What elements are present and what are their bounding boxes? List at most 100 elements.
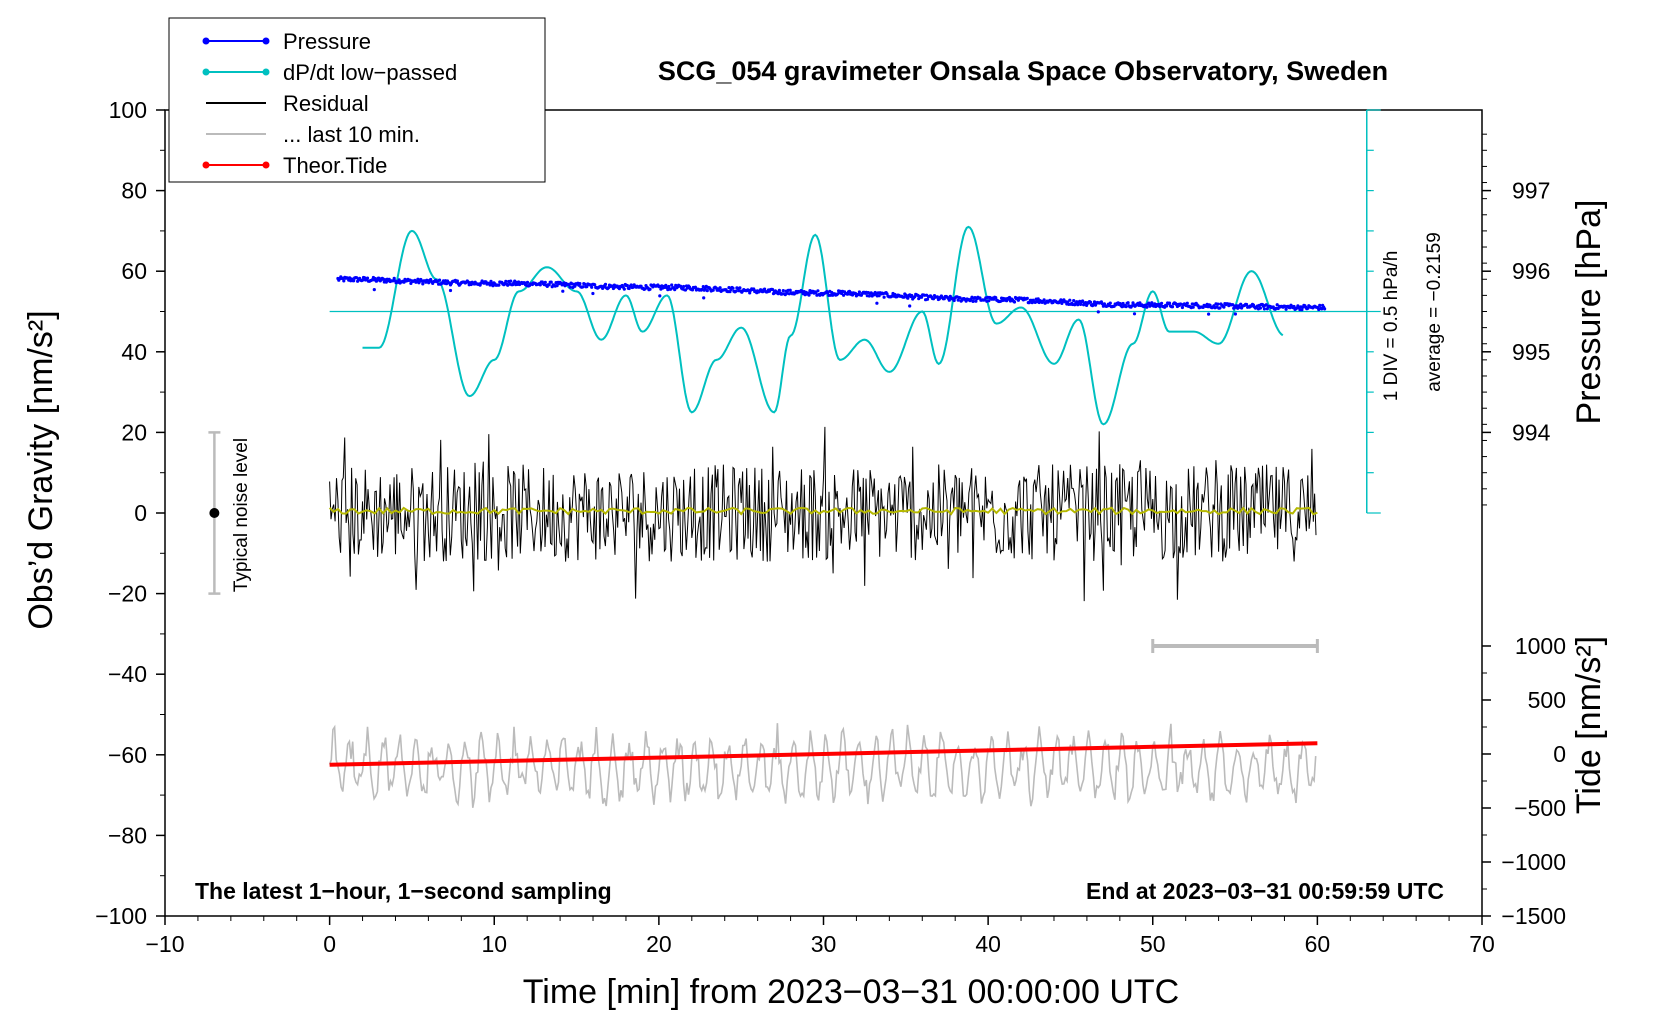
chart-frame-layer: −10 0 10 20 30 40 50 60 70100806040200−20−40−60−… [95,97,1566,957]
pressure-tick-label: 994 [1512,419,1551,445]
legend-swatch-marker [202,161,210,169]
gravity-tick-label: −100 [95,903,147,929]
pressure-point [561,289,565,293]
pressure-point [902,295,906,299]
pressure-point [1121,301,1125,306]
pressure-point [910,293,914,298]
gravity-tick-label: 80 [121,178,147,204]
x-tick-label: 20 [646,931,672,957]
x-tick-label: 50 [1140,931,1166,957]
pressure-point [1170,305,1175,309]
pressure-point [1085,303,1089,307]
pressure-point [727,286,731,290]
noise-level-center-point [209,508,220,518]
pressure-point [1218,306,1222,310]
gravity-tick-label: −20 [108,581,147,607]
pressure-point [935,295,940,299]
pressure-point [648,287,652,291]
pressure-point [1042,298,1046,302]
pressure-point [583,282,587,286]
pressure-point [392,276,396,280]
pressure-point [683,288,688,292]
pressure-point [925,297,930,301]
pressure-point [1025,296,1029,300]
legend-label: Pressure [283,29,371,54]
pressure-point [342,279,346,283]
pressure-point [1165,304,1169,308]
x-tick-label: 30 [811,931,837,957]
pressure-point [1124,305,1128,309]
pressure-point [908,304,912,308]
pressure-point [690,288,695,292]
pressure-point [1132,312,1137,316]
pressure-point [658,294,662,298]
pressure-point [718,286,722,290]
y-axis-title-pressure: Pressure [hPa] [1570,200,1608,425]
y-axis-title-tide: Tide [nm/s²] [1570,636,1608,814]
pressure-point [355,276,359,280]
pressure-point [581,285,585,289]
theor-tide-series-line [329,741,1318,767]
pressure-point [625,283,629,288]
residual-series-line [329,426,1317,602]
pressure-point [1191,305,1195,309]
pressure-point [670,283,674,287]
pressure-point [1072,299,1076,303]
pressure-point [807,293,811,297]
pressure-point [906,296,910,300]
gravity-tick-label: −40 [108,661,147,687]
pressure-point [573,284,577,288]
pressure-point [361,278,365,282]
legend-swatch-marker [262,68,270,76]
legend-swatch-marker [262,161,270,169]
gravity-tick-label: −60 [108,742,147,768]
pressure-point [920,295,924,299]
x-tick-label: 40 [975,931,1001,957]
pressure-point [1323,307,1327,311]
pressure-point [455,279,459,283]
pressure-point [549,280,553,284]
pressure-point [777,288,782,292]
dpdt-series-line [362,225,1284,426]
pressure-point [693,285,698,289]
pressure-point [958,296,962,300]
pressure-point [591,291,595,296]
pressure-point [952,298,956,303]
pressure-point [578,282,582,286]
pressure-point [867,294,871,298]
footer-sampling-note: The latest 1−hour, 1−second sampling [195,878,612,904]
pressure-point [421,282,425,286]
tide-tick-label: −500 [1514,795,1566,821]
pressure-point [947,298,951,302]
pressure-point [875,301,879,305]
pressure-point [1258,306,1262,310]
pressure-point [489,279,493,283]
pressure-point [956,298,960,302]
tide-tick-label: −1500 [1501,903,1566,929]
pressure-point [491,284,495,288]
pressure-point [416,277,420,281]
pressure-tick-label: 997 [1512,178,1550,204]
pressure-point [504,279,508,283]
pressure-point [731,286,735,290]
pressure-point [1088,300,1093,304]
pressure-point [509,279,513,283]
gravity-tick-label: 40 [121,339,147,365]
pressure-point [1284,307,1288,311]
pressure-point [1262,307,1266,311]
pressure-point [1076,303,1080,307]
pressure-point [1016,298,1021,302]
pressure-point [525,280,530,284]
chart-data-layer [208,109,1381,808]
pressure-point [748,291,752,295]
pressure-point [543,280,547,284]
pressure-point [1180,305,1184,310]
x-tick-label: 10 [481,931,507,957]
pressure-point [547,283,551,287]
pressure-point [1207,312,1211,316]
y-axis-title-gravity: Obs’d Gravity [nm/s²] [22,310,60,629]
pressure-point [763,287,767,291]
pressure-point [622,287,626,291]
pressure-point [397,278,401,282]
pressure-point [1150,301,1154,305]
